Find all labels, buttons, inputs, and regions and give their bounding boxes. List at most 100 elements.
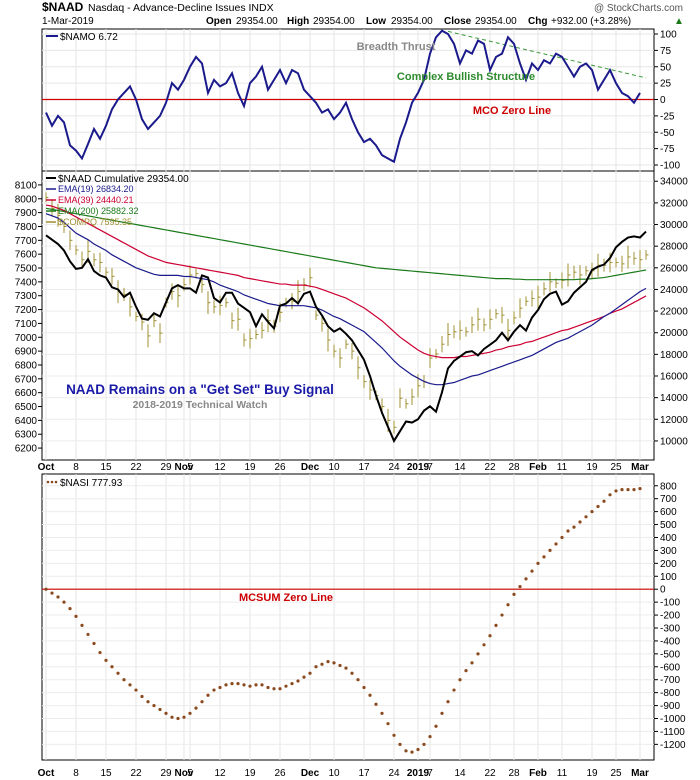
x-tick-label: 10 — [328, 462, 340, 473]
x-tick-label: Mar — [631, 462, 649, 473]
y-tick-label-right: 20000 — [660, 328, 688, 339]
y-tick-label: 700 — [660, 494, 677, 505]
nasi-point — [350, 671, 354, 675]
mcsum-zero-line-label: MCSUM Zero Line — [239, 592, 333, 604]
x-tick-label: Nov — [175, 462, 194, 473]
nasi-point — [326, 660, 330, 664]
nasi-point — [170, 715, 174, 719]
y-tick-label-right: 12000 — [660, 415, 688, 426]
y-tick-label-left: 6600 — [15, 388, 38, 399]
nasi-point — [206, 693, 210, 697]
y-tick-label-left: 7500 — [15, 264, 38, 275]
nasi-point — [410, 750, 414, 754]
nasi-point — [314, 665, 318, 669]
nasi-point — [518, 585, 522, 589]
nasi-point — [560, 535, 564, 540]
y-tick-label: -75 — [660, 144, 675, 155]
y-tick-label: -300 — [660, 623, 680, 634]
y-tick-label-left: 7900 — [15, 208, 38, 219]
y-tick-label-left: 7700 — [15, 236, 38, 247]
nasi-point — [230, 681, 234, 686]
y-tick-label: 600 — [660, 507, 677, 518]
y-tick-label-left: 7100 — [15, 319, 38, 330]
nasi-point — [188, 711, 192, 715]
nasi-point — [86, 632, 90, 637]
nasi-point — [110, 665, 114, 669]
y-tick-label-right: 22000 — [660, 307, 688, 318]
nasi-point — [134, 688, 138, 692]
y-tick-label-left: 7000 — [15, 333, 38, 344]
series-line--naad-cumulative — [45, 230, 647, 444]
nasi-point — [272, 687, 276, 691]
x-tick-label: 19 — [244, 462, 256, 473]
x-tick-label: 26 — [274, 768, 286, 779]
axis-layer: OctOct88151522222929NovNov55121219192626… — [15, 30, 688, 780]
y-tick-label-right: 30000 — [660, 220, 688, 231]
y-tick-label: 25 — [660, 79, 672, 90]
nasi-point — [290, 681, 294, 686]
y-tick-label-right: 10000 — [660, 436, 688, 447]
nasi-point — [620, 488, 624, 492]
nasi-point — [524, 577, 528, 581]
nasi-point — [506, 603, 510, 607]
nasi-point — [218, 685, 222, 690]
credit-text: @ StockCharts.com — [594, 3, 683, 14]
middle-panel-frame — [41, 170, 655, 461]
y-tick-label: -25 — [660, 111, 675, 122]
nasi-point — [392, 733, 396, 737]
nasi-point — [296, 679, 300, 683]
nasi-point — [224, 683, 228, 687]
x-tick-label: 22 — [130, 462, 142, 473]
y-tick-label: -800 — [660, 688, 680, 699]
nasi-point — [308, 671, 312, 675]
open-value: 29354.00 — [236, 16, 278, 27]
x-tick-label: 7 — [427, 462, 433, 473]
bottom-panel-frame — [41, 473, 655, 761]
y-tick-label: 800 — [660, 481, 677, 492]
nasi-point — [482, 643, 486, 647]
y-tick-label-left: 8000 — [15, 194, 38, 205]
x-tick-label: 28 — [508, 768, 520, 779]
y-tick-label-left: 6200 — [15, 444, 38, 455]
y-tick-label-right: 16000 — [660, 372, 688, 383]
chg-label: Chg — [528, 16, 547, 27]
nasi-point — [554, 542, 558, 546]
nasi-point — [146, 700, 150, 704]
breadth-thrust-annotation: Breadth Thrust — [357, 41, 436, 53]
nasi-point — [302, 675, 306, 679]
y-tick-label-right: 26000 — [660, 263, 688, 274]
grid-layer — [42, 29, 654, 760]
y-tick-label: -200 — [660, 611, 680, 622]
middle-legend: $NAAD Cumulative 29354.00 EMA(19) 26834.… — [46, 174, 189, 227]
nasi-point — [248, 684, 252, 688]
nasi-point — [80, 623, 84, 628]
x-tick-label: 12 — [214, 768, 226, 779]
complex-bullish-annotation: Complex Bullish Structure — [397, 71, 535, 83]
y-tick-label-left: 6900 — [15, 347, 38, 358]
x-tick-label: 29 — [160, 768, 172, 779]
open-label: Open — [206, 16, 232, 27]
nasi-point — [338, 663, 342, 668]
nasi-point — [200, 700, 204, 704]
x-tick-label: 15 — [100, 768, 112, 779]
bottom-legend: $NASI 777.93 — [46, 478, 123, 489]
nasi-point — [332, 661, 336, 665]
nasi-point — [590, 510, 594, 514]
y-tick-label-left: 7200 — [15, 305, 38, 316]
x-tick-label: 19 — [586, 768, 598, 779]
nasi-point — [458, 678, 462, 682]
x-tick-label: Feb — [529, 768, 547, 779]
nasi-point — [626, 488, 630, 492]
x-tick-label: 12 — [214, 462, 226, 473]
nasi-point — [572, 525, 576, 529]
x-tick-label: Dec — [301, 462, 320, 473]
nasi-point — [452, 688, 456, 692]
series-line-ema-200- — [45, 207, 647, 281]
nasi-point — [380, 711, 384, 715]
nasi-point — [278, 687, 282, 691]
top-panel — [42, 29, 654, 164]
y-tick-label: 50 — [660, 62, 672, 73]
nasi-point — [584, 515, 588, 519]
chg-up-arrow-icon: ▲ — [674, 16, 684, 27]
nasi-legend-label: $NASI 777.93 — [60, 478, 123, 489]
